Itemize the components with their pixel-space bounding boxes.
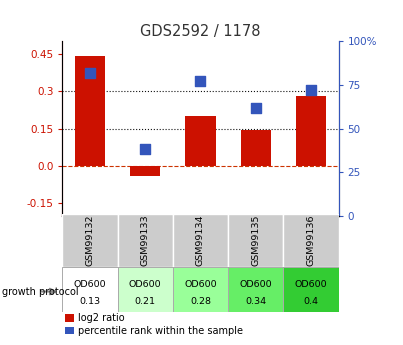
Bar <box>118 267 173 312</box>
Bar <box>283 214 339 267</box>
Bar <box>296 96 326 166</box>
Bar <box>130 166 160 176</box>
Title: GDS2592 / 1178: GDS2592 / 1178 <box>140 24 261 39</box>
Text: GSM99132: GSM99132 <box>85 215 95 266</box>
Text: 0.4: 0.4 <box>303 296 318 306</box>
Text: 0.28: 0.28 <box>190 296 211 306</box>
Bar <box>283 267 339 312</box>
Text: growth protocol: growth protocol <box>2 287 79 296</box>
Text: OD600: OD600 <box>129 280 162 289</box>
Bar <box>228 267 283 312</box>
Bar <box>241 130 271 166</box>
Text: OD600: OD600 <box>184 280 217 289</box>
Text: GSM99135: GSM99135 <box>251 215 260 266</box>
Text: GSM99133: GSM99133 <box>141 215 150 266</box>
Bar <box>62 214 118 267</box>
Bar <box>173 214 228 267</box>
Text: GSM99136: GSM99136 <box>306 215 316 266</box>
Point <box>142 147 149 152</box>
Text: 0.34: 0.34 <box>245 296 266 306</box>
Bar <box>62 267 118 312</box>
Text: GSM99134: GSM99134 <box>196 215 205 266</box>
Bar <box>118 214 173 267</box>
Bar <box>75 56 105 166</box>
Text: OD600: OD600 <box>239 280 272 289</box>
Point <box>308 87 314 93</box>
Text: 0.21: 0.21 <box>135 296 156 306</box>
Bar <box>228 214 283 267</box>
Point <box>197 79 204 84</box>
Text: 0.13: 0.13 <box>79 296 101 306</box>
Text: OD600: OD600 <box>74 280 106 289</box>
Bar <box>173 267 228 312</box>
Bar <box>185 116 216 166</box>
Point <box>87 70 93 76</box>
Text: OD600: OD600 <box>295 280 327 289</box>
Point <box>253 105 259 110</box>
Legend: log2 ratio, percentile rank within the sample: log2 ratio, percentile rank within the s… <box>61 309 247 340</box>
